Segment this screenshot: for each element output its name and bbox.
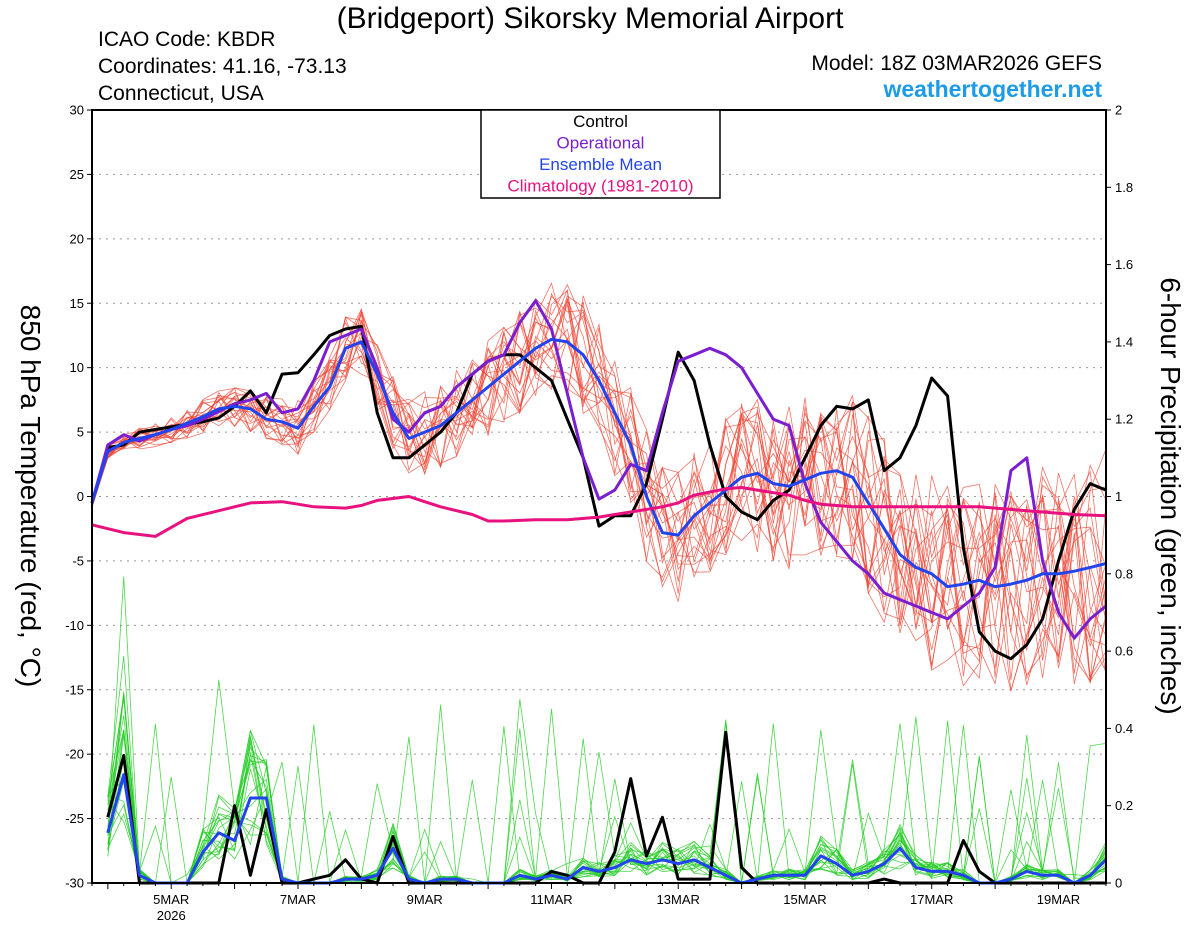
member-temperature-line: [91, 311, 1107, 691]
member-temperature-line: [91, 303, 1107, 686]
x-tick-label: 15MAR: [783, 892, 826, 907]
y-tick-label-left: 10: [70, 360, 84, 375]
member-temperature-line: [91, 295, 1107, 687]
legend-entry-climatology-1981-2010: Climatology (1981-2010): [507, 177, 693, 196]
y-tick-label-left: -10: [65, 618, 84, 633]
y-tick-label-left: 20: [70, 231, 84, 246]
member-temperature-line: [91, 309, 1107, 672]
y-tick-label-right: 1.6: [1115, 257, 1133, 272]
member-temperature-line: [91, 308, 1107, 677]
member-temperature-line: [91, 300, 1107, 686]
y-tick-label-right: 0: [1115, 876, 1122, 891]
climatology-1981-2010-temperature-line: [91, 486, 1107, 538]
x-tick-label: 7MAR: [280, 892, 316, 907]
member-precipitation-line: [107, 576, 1107, 884]
legend-entry-ensemble-mean: Ensemble Mean: [539, 155, 662, 174]
y-tick-label-right: 0.6: [1115, 644, 1133, 659]
ensemble-member-precipitation-lines: [107, 576, 1107, 884]
y-tick-label-left: 25: [70, 167, 84, 182]
region: Connecticut, USA: [98, 82, 264, 105]
x-tick-label: 5MAR: [153, 892, 189, 907]
x-tick-label: 9MAR: [407, 892, 443, 907]
coordinates: Coordinates: 41.16, -73.13: [98, 55, 347, 78]
y-tick-label-left: -25: [65, 811, 84, 826]
y-tick-label-right: 1.8: [1115, 180, 1133, 195]
member-temperature-line: [91, 298, 1107, 681]
y-tick-label-right: 1.4: [1115, 334, 1133, 349]
website-link[interactable]: weathertogether.net: [883, 76, 1102, 102]
y-tick-label-right: 0.2: [1115, 798, 1133, 813]
y-tick-label-left: 0: [77, 489, 84, 504]
control-temperature-line: [90, 324, 1107, 661]
member-temperature-line: [91, 289, 1107, 680]
y-tick-label-left: -20: [65, 747, 84, 762]
member-temperature-line: [91, 295, 1107, 681]
legend-entry-control: Control: [573, 112, 628, 131]
y-tick-label-right: 2: [1115, 103, 1122, 118]
y-tick-label-left: -15: [65, 682, 84, 697]
legend-box: [480, 109, 721, 199]
icao-code: ICAO Code: KBDR: [98, 28, 276, 51]
model-run: Model: 18Z 03MAR2026 GEFS: [811, 52, 1102, 75]
ensemble-mean-temperature-line: [90, 337, 1107, 589]
y-tick-label-left: 30: [70, 103, 84, 118]
y-tick-label-right: 0.4: [1115, 721, 1133, 736]
chart-title: (Bridgeport) Sikorsky Memorial Airport: [336, 2, 844, 35]
ensemble-member-temperature-lines: [91, 282, 1107, 693]
y-tick-label-right: 1.2: [1115, 412, 1133, 427]
member-temperature-line: [91, 295, 1107, 685]
y-tick-label-left: -30: [65, 876, 84, 891]
x-tick-label: 13MAR: [657, 892, 700, 907]
member-precipitation-line: [107, 723, 1107, 884]
y-tick-label-left: 5: [77, 425, 84, 440]
x-tick-label: 11MAR: [530, 892, 572, 907]
member-temperature-line: [91, 301, 1107, 678]
axes: -30 -25 -20 -15 -10 -5 0 5 10 15 20 25 30 0 0.2 0.4 0.6 0…: [65, 103, 1133, 924]
ensemble-mean-precipitation-line: [106, 773, 1108, 885]
main-series: [90, 299, 1108, 885]
legend: Control Operational Ensemble Mean Climatolo…: [480, 109, 721, 199]
member-temperature-line: [91, 297, 1107, 682]
y-tick-label-right: 1: [1115, 489, 1122, 504]
y-tick-label-left: 15: [70, 296, 84, 311]
member-temperature-line: [91, 314, 1107, 651]
x-tick-label: 19MAR: [1037, 892, 1080, 907]
legend-entry-operational: Operational: [557, 134, 645, 153]
y-tick-label-left: -5: [72, 553, 84, 568]
operational-temperature-line: [90, 299, 1107, 640]
member-temperature-line: [91, 355, 1107, 674]
y-tick-label-right: 0.8: [1115, 566, 1133, 581]
x-tick-label: 17MAR: [910, 892, 953, 907]
x-tick-sublabel: 2026: [157, 908, 186, 923]
